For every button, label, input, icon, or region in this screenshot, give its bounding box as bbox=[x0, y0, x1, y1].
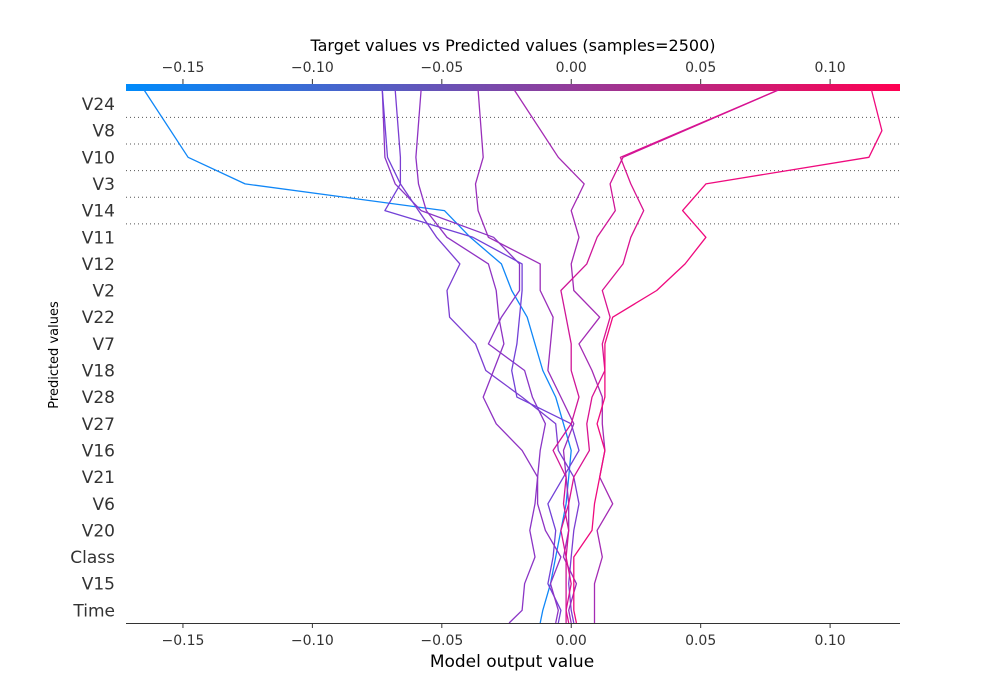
sample-line bbox=[560, 89, 779, 624]
feature-label: V24 bbox=[82, 95, 115, 115]
sample-line bbox=[415, 89, 562, 624]
feature-label: V2 bbox=[93, 282, 115, 302]
feature-label: V10 bbox=[82, 148, 115, 168]
feature-label: V7 bbox=[93, 335, 115, 355]
feature-label: V21 bbox=[82, 468, 115, 488]
feature-label: V14 bbox=[82, 202, 115, 222]
sample-line bbox=[552, 89, 779, 623]
top-tick-label: 0.05 bbox=[685, 60, 716, 76]
feature-label: Time bbox=[72, 601, 115, 621]
bottom-tick-label: 0.00 bbox=[556, 633, 587, 649]
top-tick-label: 0.00 bbox=[556, 60, 587, 76]
top-tick-label: −0.15 bbox=[161, 60, 204, 76]
feature-label: Class bbox=[70, 548, 115, 568]
sample-line bbox=[513, 89, 614, 623]
sample-line bbox=[394, 89, 580, 624]
feature-axis: V24 V8 V10 V3 V14 V11 V12 V2 V22 V7 V18 V28 V27 V16 V2… bbox=[70, 95, 115, 621]
sample-line bbox=[143, 89, 572, 624]
sample-line bbox=[474, 89, 578, 624]
bottom-tick-label: −0.10 bbox=[291, 633, 334, 649]
bottom-tick-label: −0.05 bbox=[420, 633, 463, 649]
bottom-x-axis: −0.15 −0.10 −0.05 0.00 0.05 0.10 bbox=[161, 623, 846, 649]
feature-label: V16 bbox=[82, 441, 115, 461]
sample-line bbox=[573, 89, 883, 624]
colorbar bbox=[126, 84, 900, 91]
sample-line bbox=[381, 89, 547, 624]
chart-title: Target values vs Predicted values (sampl… bbox=[309, 36, 715, 55]
bottom-tick-label: −0.15 bbox=[161, 633, 204, 649]
feature-label: V12 bbox=[82, 255, 115, 275]
feature-label: V18 bbox=[82, 362, 115, 382]
feature-label: V20 bbox=[82, 521, 115, 541]
feature-label: V27 bbox=[82, 415, 115, 435]
feature-label: V15 bbox=[82, 575, 115, 595]
top-tick-label: −0.10 bbox=[291, 60, 334, 76]
x-axis-label: Model output value bbox=[430, 652, 594, 672]
top-tick-label: −0.05 bbox=[420, 60, 463, 76]
bottom-tick-label: 0.10 bbox=[815, 633, 846, 649]
top-x-axis: −0.15 −0.10 −0.05 0.00 0.05 0.10 bbox=[161, 60, 846, 84]
feature-label: V3 bbox=[93, 175, 115, 195]
feature-label: V28 bbox=[82, 388, 115, 408]
feature-gridlines bbox=[126, 116, 900, 225]
sample-lines bbox=[143, 89, 883, 624]
sample-line bbox=[381, 89, 580, 624]
feature-label: V11 bbox=[82, 228, 115, 248]
y-axis-label: Predicted values bbox=[47, 301, 62, 409]
feature-label: V22 bbox=[82, 308, 115, 328]
feature-label: V8 bbox=[93, 122, 115, 142]
top-tick-label: 0.10 bbox=[815, 60, 846, 76]
feature-label: V6 bbox=[93, 495, 115, 515]
bottom-tick-label: 0.05 bbox=[685, 633, 716, 649]
